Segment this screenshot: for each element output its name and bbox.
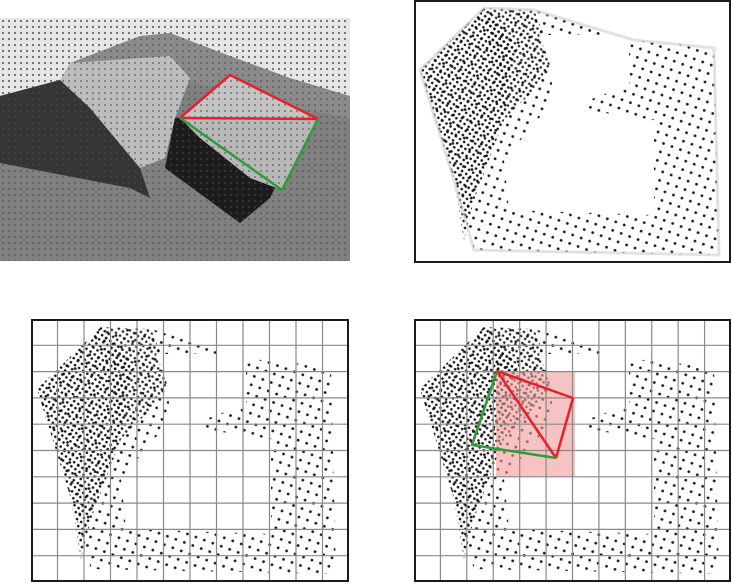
point-cloud-grid-triangle-panel [414,319,731,582]
green-triangle-edges [179,116,320,192]
red-triangle-diagonal [179,116,319,121]
point-cloud-grid-panel [31,319,349,582]
green-triangle-edges [470,370,557,460]
empty-region [121,354,271,534]
depth-image-panel [0,18,350,261]
point-cloud-grid-figure [31,319,349,582]
point-cloud-figure [414,0,731,263]
grid-lines [31,319,349,582]
grid-panel-frame [31,319,349,582]
grid-lines [414,319,731,582]
depth-image-figure [0,18,350,261]
empty-region [504,35,654,215]
empty-region [504,354,654,534]
grid-tri-frame [414,319,731,582]
point-region-dense [420,8,514,240]
red-triangle-right-edge [554,397,575,459]
red-triangle-diagonal [495,370,558,459]
point-cloud-panel [414,0,731,263]
red-triangle-upper-edges [179,73,319,121]
point-cloud-grid-triangle-figure [414,319,731,582]
